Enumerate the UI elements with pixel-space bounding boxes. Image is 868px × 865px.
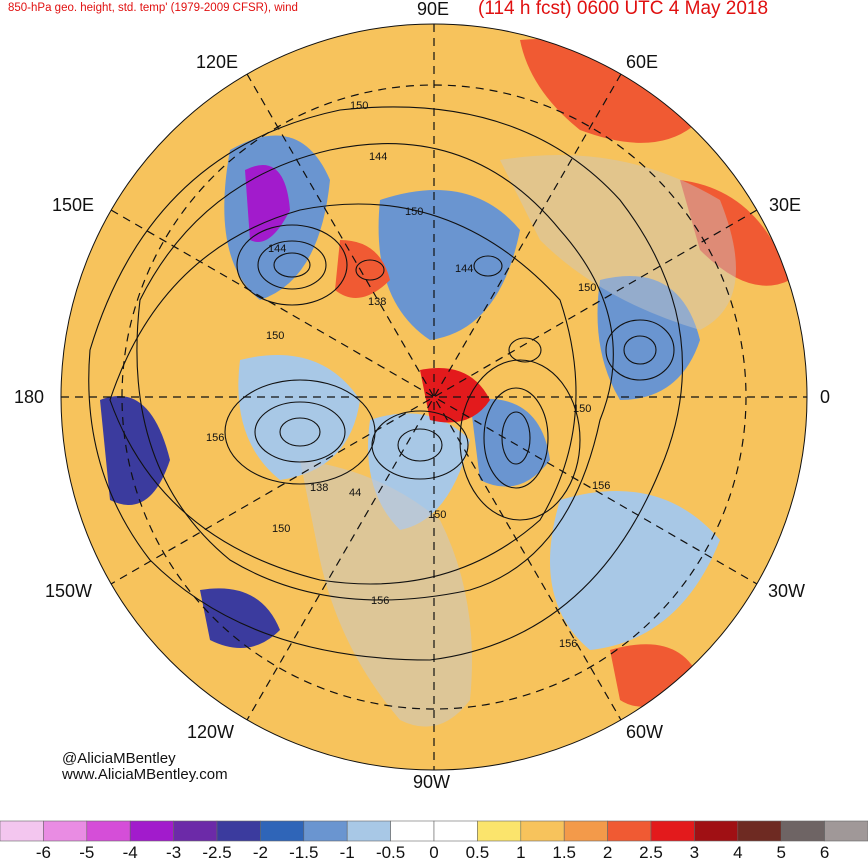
- colorbar-swatch: [303, 820, 348, 842]
- cold-anomaly-patch: [200, 588, 280, 648]
- colorbar-swatch: [390, 820, 435, 842]
- colorbar-swatch: [477, 820, 522, 842]
- contour-label-layer: 150 144 150 144 144 150 138 150 150 156 138 44 150 15…: [206, 100, 610, 650]
- contour-label: 150: [266, 330, 284, 342]
- colorbar-swatch: [346, 820, 391, 842]
- lon-label-0: 0: [820, 387, 831, 407]
- cold-anomaly-patch: [378, 190, 520, 340]
- colorbar-tick-label: 1.5: [552, 843, 577, 862]
- contour-label: 150: [405, 206, 423, 218]
- colorbar-tick-label: -1.5: [289, 843, 319, 862]
- colorbar-tick-label: 5: [776, 843, 786, 862]
- contour-label: 150: [573, 403, 591, 415]
- lon-label-180: 180: [14, 387, 45, 407]
- colorbar-swatch: [43, 820, 88, 842]
- contour-label: 156: [371, 595, 389, 607]
- colorbar-tick-label: -3: [166, 843, 182, 862]
- contour-label: 150: [428, 509, 446, 521]
- colorbar-swatch: [563, 820, 608, 842]
- warm-anomaly-patch: [520, 39, 700, 143]
- contour-label: 138: [368, 296, 386, 308]
- colorbar-tick-label: 4: [733, 843, 743, 862]
- colorbar-swatch: [129, 820, 174, 842]
- map-disc: [61, 24, 807, 770]
- contour-label: 150: [578, 282, 596, 294]
- credit-handle: @AliciaMBentley: [62, 750, 176, 767]
- colorbar-tick-label: -1: [339, 843, 355, 862]
- contour-label: 44: [349, 487, 361, 499]
- warm-anomaly-patch: [420, 368, 490, 423]
- colorbar-swatch: [216, 820, 261, 842]
- colorbar-swatch: [650, 820, 695, 842]
- colorbar-swatch: [0, 820, 44, 842]
- colorbar-tick-label: -6: [35, 843, 51, 862]
- height-contours: [88, 106, 684, 661]
- colorbar-tick-label: -0.5: [375, 843, 406, 862]
- colorbar-tick-label: 0: [429, 843, 439, 862]
- colorbar-swatch: [86, 820, 131, 842]
- lon-label-150w: 150W: [45, 581, 93, 601]
- contour-label: 156: [592, 480, 610, 492]
- contour-label: 138: [310, 482, 328, 494]
- colorbar-tick-label: 2: [602, 843, 613, 862]
- lon-label-60e: 60E: [626, 52, 659, 72]
- colorbar-tick-label: -2: [252, 843, 268, 862]
- lon-label-120e: 120E: [196, 52, 239, 72]
- colorbar-swatch: [433, 820, 478, 842]
- colorbar-tick-label: -4: [122, 843, 138, 862]
- lon-label-120w: 120W: [187, 722, 235, 742]
- colorbar-tick-label: 2.5: [639, 843, 663, 862]
- colorbar-swatch: [260, 820, 305, 842]
- colorbar-tick-label: -2.5: [202, 843, 232, 862]
- product-title: 850-hPa geo. height, std. temp' (1979-20…: [8, 2, 298, 14]
- colorbar-tick-label: 6: [819, 843, 830, 862]
- forecast-title: (114 h fcst) 0600 UTC 4 May 2018: [478, 0, 769, 19]
- lon-label-30e: 30E: [769, 195, 802, 215]
- colorbar-swatch: [173, 820, 218, 842]
- colorbar-tick-label: 1: [516, 843, 526, 862]
- contour-label: 144: [455, 263, 473, 275]
- contour-label: 150: [350, 100, 368, 112]
- colorbar-swatch: [737, 820, 782, 842]
- warm-anomaly-patch: [680, 180, 790, 286]
- lon-label-90w: 90W: [413, 772, 451, 792]
- warm-anomaly-patch: [335, 240, 390, 298]
- lon-label-60w: 60W: [626, 722, 664, 742]
- cold-anomaly-patch: [245, 165, 290, 242]
- lon-label-30w: 30W: [768, 581, 806, 601]
- map-border: [60, 23, 808, 771]
- colorbar-swatch: [824, 820, 868, 842]
- contour-label: 144: [369, 151, 387, 163]
- colorbar-tick-label: 0.5: [465, 843, 490, 862]
- contour-label: 150: [272, 523, 290, 535]
- contour-label: 156: [559, 638, 577, 650]
- cold-anomaly-patch: [550, 491, 720, 650]
- credit-website: www.AliciaMBentley.com: [62, 766, 228, 783]
- lon-label-90e: 90E: [417, 0, 450, 19]
- land-mass: [500, 155, 736, 330]
- lon-label-150e: 150E: [52, 195, 95, 215]
- colorbar-swatch: [520, 820, 565, 842]
- contour-label: 156: [206, 432, 224, 444]
- colorbar-swatch: [694, 820, 739, 842]
- colorbar-swatch: [607, 820, 652, 842]
- colorbar-tick-label: -5: [79, 843, 95, 862]
- colorbar: [0, 820, 868, 842]
- polar-map: 150 144 150 144 144 150 138 150 150 156 138 44 150 15…: [60, 23, 808, 771]
- contour-label: 144: [268, 243, 286, 255]
- colorbar-tick-label: 3: [689, 843, 700, 862]
- colorbar-swatch: [780, 820, 825, 842]
- cold-anomaly-patch: [470, 398, 550, 487]
- graticule: [61, 24, 807, 770]
